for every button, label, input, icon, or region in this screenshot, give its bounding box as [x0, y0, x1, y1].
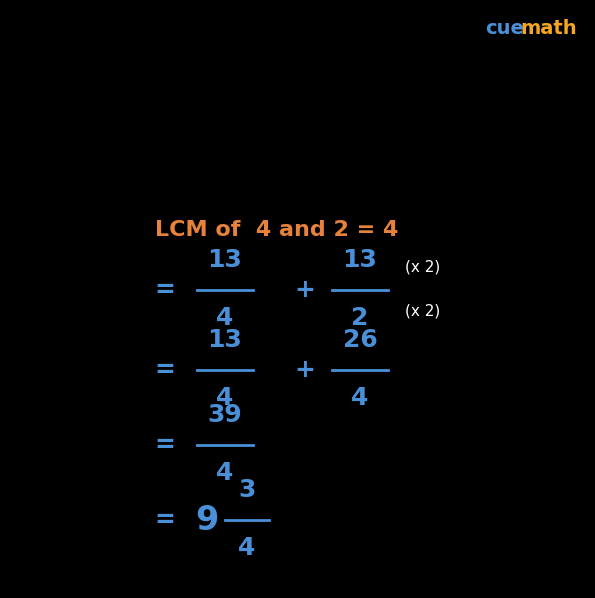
Text: 2: 2 [351, 306, 369, 330]
Text: 13: 13 [208, 328, 242, 352]
Text: =: = [155, 433, 176, 457]
Text: 4: 4 [217, 306, 234, 330]
Text: 4: 4 [217, 386, 234, 410]
Text: =: = [155, 358, 176, 382]
Text: 3: 3 [239, 478, 256, 502]
Text: 13: 13 [343, 248, 377, 272]
Text: 🚀: 🚀 [453, 18, 466, 38]
Text: 4: 4 [351, 386, 369, 410]
Text: 4: 4 [239, 536, 256, 560]
Text: LCM of  4 and 2 = 4: LCM of 4 and 2 = 4 [155, 220, 399, 240]
Text: +: + [295, 358, 315, 382]
Text: 9: 9 [195, 504, 218, 536]
Text: =: = [155, 508, 176, 532]
Text: 4: 4 [217, 461, 234, 485]
Text: math: math [520, 19, 577, 38]
Text: cue: cue [485, 19, 524, 38]
Text: 39: 39 [208, 403, 242, 427]
Text: +: + [295, 278, 315, 302]
Text: (x 2): (x 2) [405, 259, 440, 274]
Text: (x 2): (x 2) [405, 304, 440, 319]
Text: =: = [155, 278, 176, 302]
Text: 13: 13 [208, 248, 242, 272]
Text: 26: 26 [343, 328, 377, 352]
